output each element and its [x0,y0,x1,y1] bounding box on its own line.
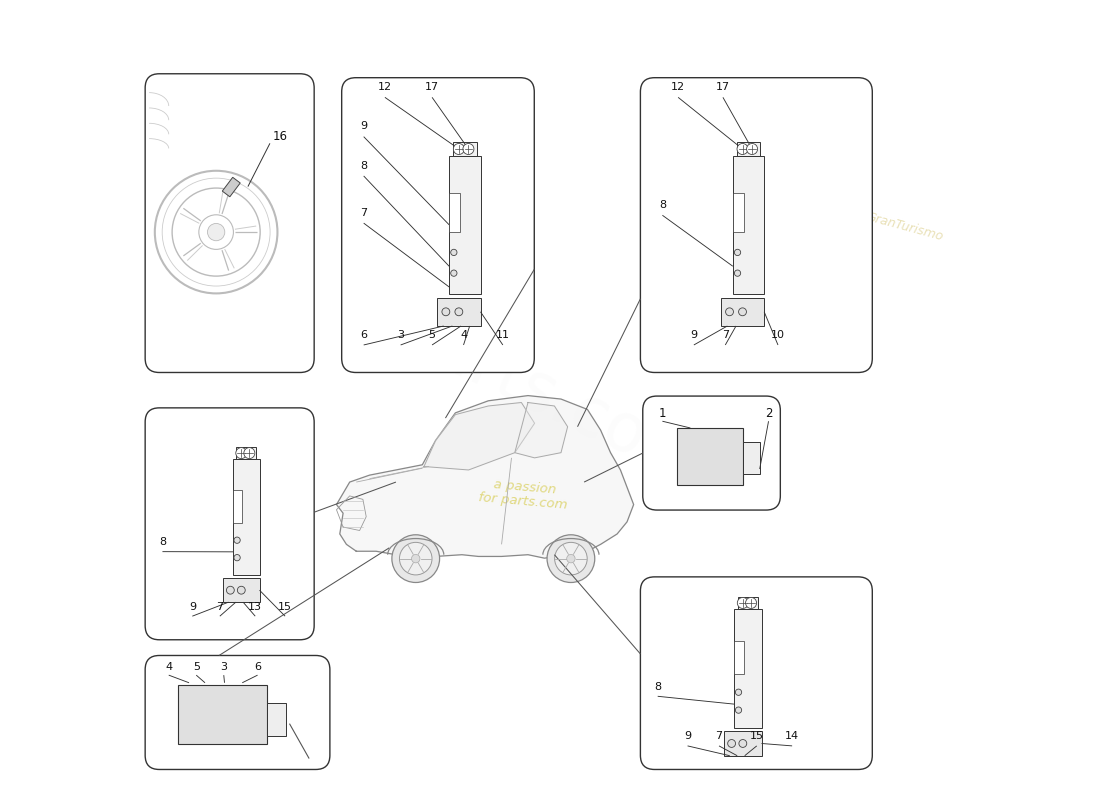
Bar [735,641,744,674]
Circle shape [566,554,575,563]
Text: 11: 11 [496,330,509,340]
Text: 8: 8 [659,200,666,210]
Text: 17: 17 [716,82,730,92]
Circle shape [455,308,463,316]
Bar [744,442,760,474]
Circle shape [234,537,240,543]
Text: 8: 8 [158,538,166,547]
Bar [236,447,256,458]
Text: 3: 3 [397,330,404,340]
Text: 1: 1 [659,407,667,420]
Text: 6: 6 [360,330,367,340]
Text: 13: 13 [249,602,262,612]
Bar [733,156,764,294]
Bar [733,193,744,232]
Text: 12: 12 [378,82,392,92]
Text: 10: 10 [771,330,785,340]
Text: 6: 6 [254,662,261,672]
Circle shape [234,554,240,561]
FancyBboxPatch shape [642,396,780,510]
Polygon shape [337,395,634,558]
Bar [222,178,240,197]
Text: 15: 15 [750,731,763,742]
Bar [678,428,744,485]
Bar [724,731,761,756]
Bar [233,490,242,522]
Circle shape [451,250,456,255]
Circle shape [547,534,595,582]
Circle shape [737,598,748,609]
Text: 17: 17 [425,82,439,92]
Text: 4: 4 [460,330,467,340]
Circle shape [728,739,736,747]
Text: 8: 8 [654,682,661,692]
Circle shape [238,586,245,594]
Circle shape [726,308,734,316]
Circle shape [735,270,740,276]
Bar [720,298,764,326]
FancyBboxPatch shape [145,74,315,373]
Text: 7: 7 [715,731,723,742]
Text: 9: 9 [360,122,367,131]
FancyBboxPatch shape [640,577,872,770]
Bar [223,578,260,602]
Circle shape [739,739,747,747]
Circle shape [411,554,420,563]
Circle shape [227,586,234,594]
Text: 5: 5 [192,662,200,672]
Text: 14: 14 [785,731,800,742]
Circle shape [453,143,464,154]
Text: 8: 8 [360,161,367,170]
Text: 16: 16 [273,130,287,142]
Circle shape [736,689,741,695]
Bar [449,193,460,232]
Text: 2: 2 [764,407,772,420]
Circle shape [235,447,246,458]
FancyBboxPatch shape [640,78,872,373]
Bar [738,597,758,609]
Bar [453,142,476,156]
Circle shape [392,534,440,582]
Circle shape [244,447,255,458]
Bar [737,142,760,156]
Text: 7: 7 [722,330,729,340]
Text: 9: 9 [684,731,691,742]
Bar [449,156,481,294]
Circle shape [736,707,741,714]
Text: parts.com: parts.com [384,299,716,501]
Circle shape [399,542,432,575]
Circle shape [735,250,740,255]
Circle shape [554,542,587,575]
Text: 7: 7 [360,208,367,218]
FancyBboxPatch shape [145,408,315,640]
Bar [233,458,260,575]
Text: 9: 9 [189,602,196,612]
Polygon shape [424,402,535,470]
FancyBboxPatch shape [342,78,535,373]
Text: GranTurismo: GranTurismo [865,210,945,244]
Circle shape [442,308,450,316]
Text: 5: 5 [429,330,436,340]
Text: 12: 12 [671,82,685,92]
Text: 15: 15 [278,602,293,612]
Circle shape [738,308,747,316]
Bar [178,685,267,744]
Text: 9: 9 [691,330,697,340]
Circle shape [737,143,748,154]
Bar [437,298,481,326]
Text: 3: 3 [220,662,228,672]
Text: a passion
for parts.com: a passion for parts.com [478,477,570,512]
Circle shape [746,598,757,609]
Circle shape [463,143,474,154]
FancyBboxPatch shape [145,655,330,770]
Polygon shape [515,402,568,458]
Circle shape [451,270,456,276]
Text: 4: 4 [165,662,173,672]
Bar [267,703,286,735]
Bar [735,609,761,728]
Text: 7: 7 [217,602,223,612]
Circle shape [208,223,224,241]
Circle shape [747,143,758,154]
